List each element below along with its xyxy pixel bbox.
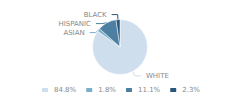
svg-text:84.8%: 84.8% [54,86,77,94]
svg-text:WHITE: WHITE [146,72,169,80]
svg-text:ASIAN: ASIAN [63,29,84,37]
svg-text:1.8%: 1.8% [98,86,116,94]
svg-text:HISPANIC: HISPANIC [58,20,91,28]
svg-text:BLACK: BLACK [84,11,107,19]
svg-text:11.1%: 11.1% [138,86,161,94]
svg-text:2.3%: 2.3% [182,86,200,94]
